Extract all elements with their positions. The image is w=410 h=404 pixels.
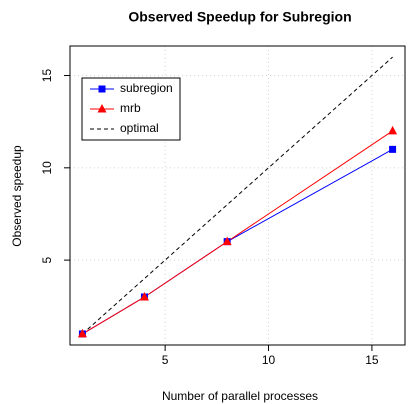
x-tick-label: 5 bbox=[162, 353, 169, 367]
x-axis-label: Number of parallel processes bbox=[162, 389, 318, 403]
legend-label: mrb bbox=[120, 101, 141, 115]
y-axis-label: Observed speedup bbox=[10, 145, 24, 247]
plot-frame bbox=[69, 45, 406, 346]
x-tick-label: 10 bbox=[262, 353, 276, 367]
series-line bbox=[82, 130, 393, 335]
y-tick-label: 10 bbox=[40, 161, 54, 175]
legend-label: subregion bbox=[120, 81, 173, 95]
point bbox=[389, 145, 397, 153]
point bbox=[222, 236, 232, 246]
chart-title: Observed Speedup for Subregion bbox=[128, 9, 351, 25]
y-tick-label: 5 bbox=[40, 256, 54, 263]
point bbox=[98, 85, 106, 93]
point bbox=[388, 125, 398, 135]
y-tick-label: 15 bbox=[40, 69, 54, 83]
series-line bbox=[82, 56, 393, 335]
legend-label: optimal bbox=[120, 121, 159, 135]
point bbox=[77, 328, 87, 338]
point bbox=[97, 104, 107, 113]
point bbox=[139, 292, 149, 301]
x-tick-label: 15 bbox=[365, 353, 379, 367]
